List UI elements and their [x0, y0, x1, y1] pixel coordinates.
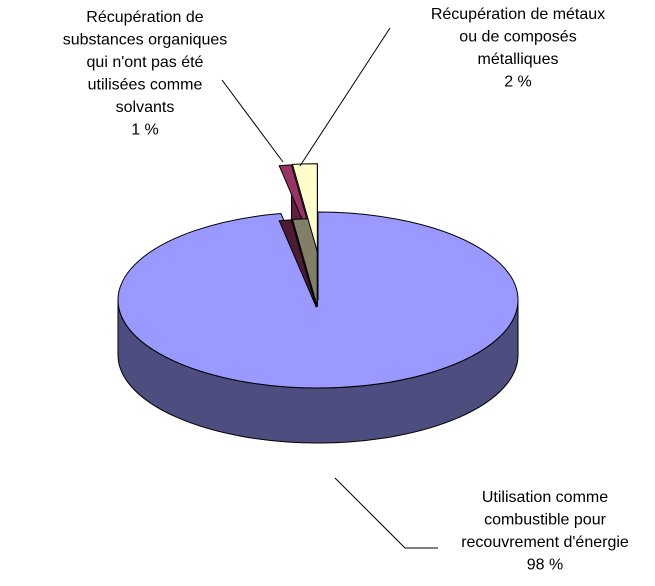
value-label: 2 %	[504, 74, 532, 91]
value-label: 98 %	[527, 557, 563, 574]
slice-label: recouvrement d'énergie	[461, 534, 629, 551]
slice-label: ou de composés	[459, 29, 576, 46]
leader-line	[221, 79, 284, 163]
slice	[291, 163, 318, 252]
slice-label: solvants	[116, 99, 175, 116]
leader-line	[334, 477, 438, 549]
slice-label: métalliques	[478, 51, 559, 68]
slice-label: qui n'ont pas été	[87, 54, 204, 71]
slice-label: combustible pour	[484, 512, 607, 529]
slice	[117, 211, 519, 389]
slice-label: Récupération de métaux	[431, 6, 605, 23]
slice-label: Utilisation comme	[482, 489, 608, 506]
slice-label: utilisées comme	[88, 77, 203, 94]
slice	[291, 163, 318, 307]
slice-label: substances organiques	[63, 32, 228, 49]
slice-label: Récupération de	[86, 9, 204, 26]
leader-line	[299, 27, 391, 167]
value-label: 1 %	[131, 122, 159, 139]
slice	[117, 211, 519, 444]
